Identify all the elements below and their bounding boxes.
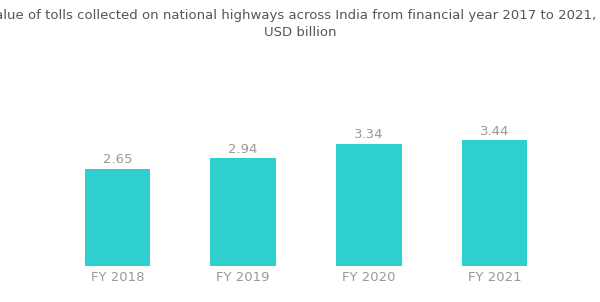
Text: 2.94: 2.94: [229, 143, 258, 156]
Text: Value of tolls collected on national highways across India from financial year 2: Value of tolls collected on national hig…: [0, 9, 600, 39]
Bar: [462, 140, 527, 266]
Text: 2.65: 2.65: [103, 153, 132, 166]
Bar: [336, 144, 401, 266]
Bar: [85, 169, 150, 266]
Text: 3.34: 3.34: [354, 128, 383, 141]
Bar: [211, 158, 276, 266]
Text: 3.44: 3.44: [480, 124, 509, 138]
